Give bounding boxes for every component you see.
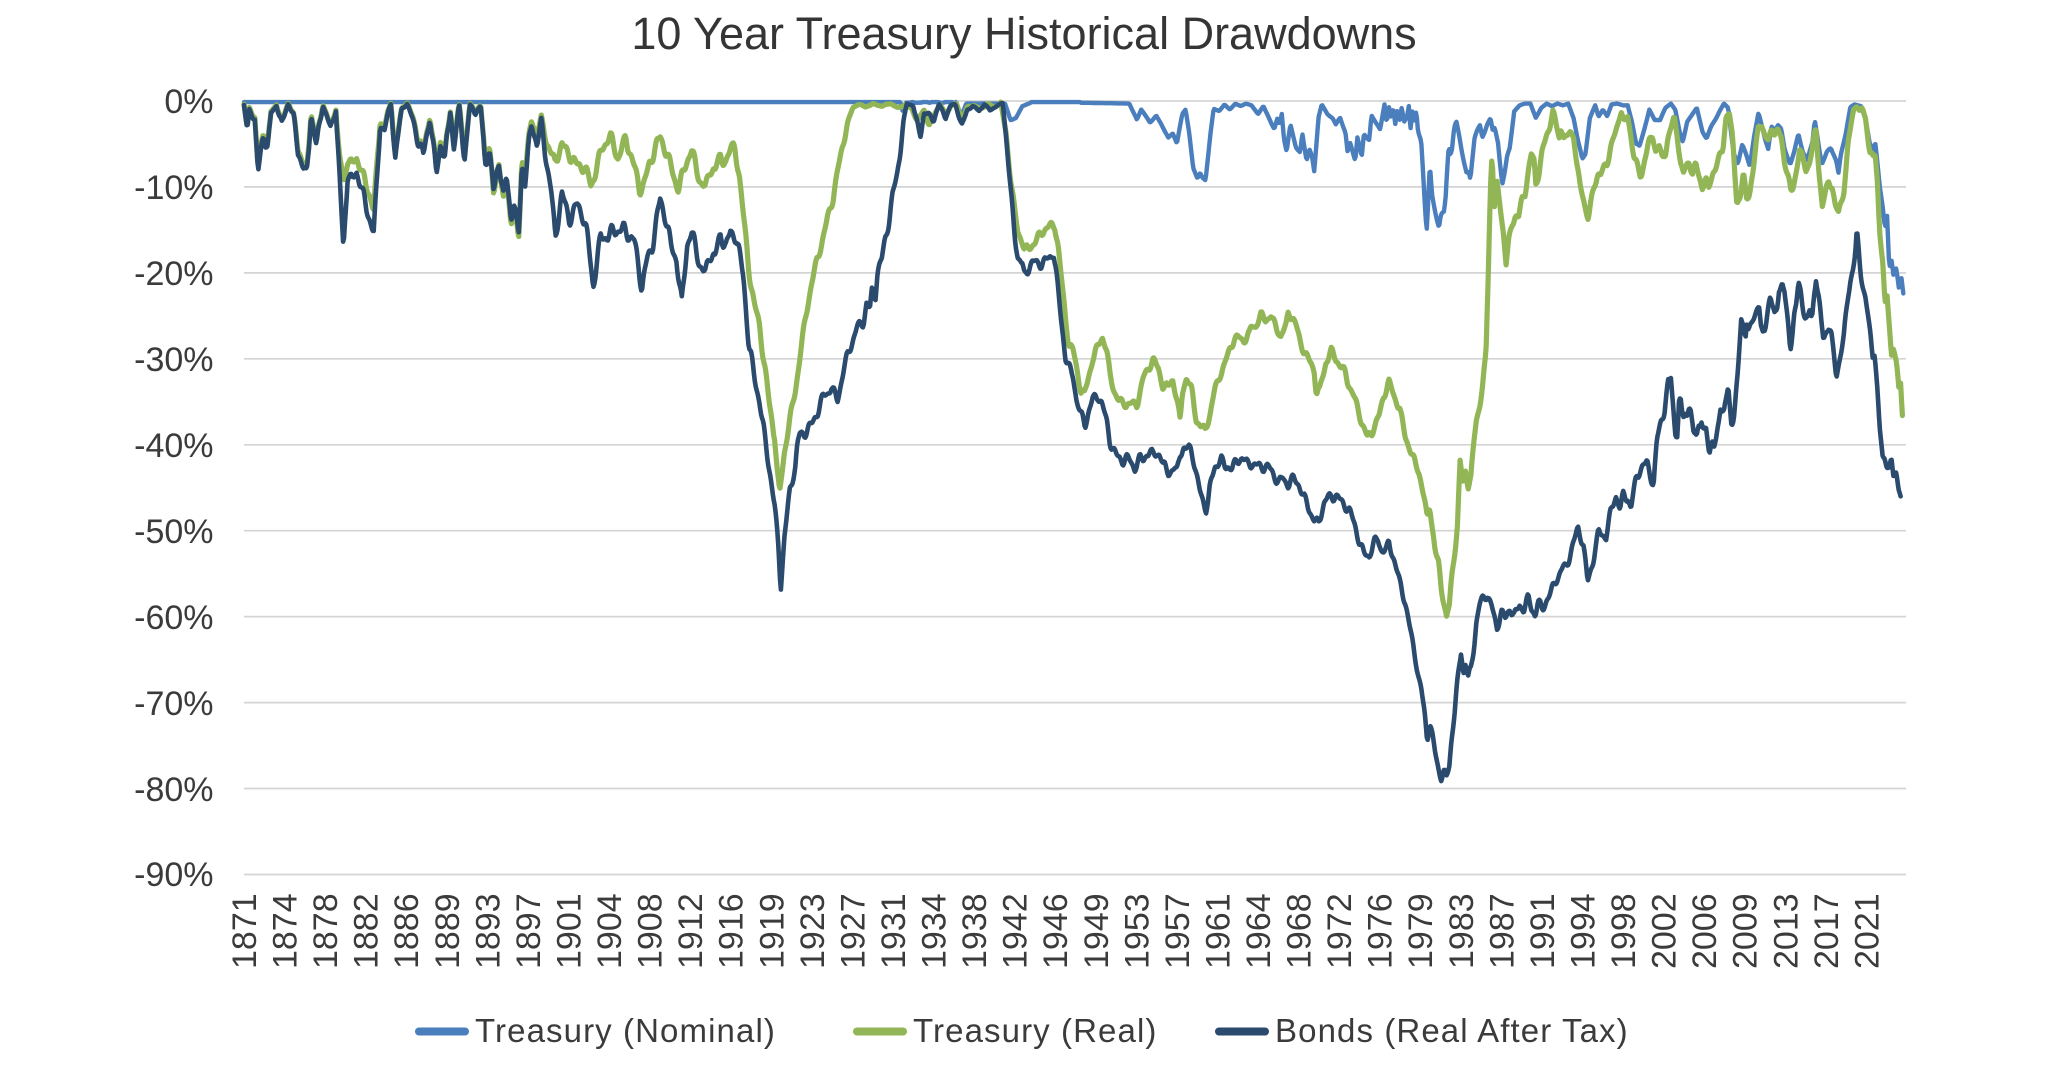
svg-text:1994: 1994 (1565, 893, 1603, 969)
svg-text:0%: 0% (164, 83, 213, 121)
svg-text:2021: 2021 (1848, 893, 1886, 969)
svg-text:1889: 1889 (429, 893, 467, 969)
svg-text:1964: 1964 (1240, 893, 1278, 969)
svg-text:1953: 1953 (1118, 893, 1156, 969)
svg-text:1938: 1938 (956, 893, 994, 969)
svg-text:2002: 2002 (1646, 893, 1684, 969)
svg-text:1912: 1912 (672, 893, 710, 969)
svg-text:1979: 1979 (1402, 893, 1440, 969)
svg-text:1931: 1931 (875, 893, 913, 969)
svg-text:-20%: -20% (134, 255, 213, 293)
svg-text:1987: 1987 (1483, 893, 1521, 969)
svg-text:1908: 1908 (632, 893, 670, 969)
svg-text:1946: 1946 (1037, 893, 1075, 969)
svg-text:Bonds (Real After Tax): Bonds (Real After Tax) (1275, 1012, 1629, 1049)
svg-text:1942: 1942 (997, 893, 1035, 969)
svg-text:1998: 1998 (1605, 893, 1643, 969)
svg-text:-50%: -50% (134, 513, 213, 551)
svg-text:Treasury (Real): Treasury (Real) (913, 1012, 1158, 1049)
svg-text:1893: 1893 (469, 893, 507, 969)
svg-text:1976: 1976 (1362, 893, 1400, 969)
svg-text:1878: 1878 (307, 893, 345, 969)
svg-text:Treasury (Nominal): Treasury (Nominal) (475, 1012, 776, 1049)
svg-text:1901: 1901 (551, 893, 589, 969)
svg-text:10 Year Treasury Historical Dr: 10 Year Treasury Historical Drawdowns (631, 8, 1416, 59)
svg-text:1949: 1949 (1078, 893, 1116, 969)
svg-text:-40%: -40% (134, 427, 213, 465)
svg-text:1904: 1904 (591, 893, 629, 969)
svg-text:1983: 1983 (1443, 893, 1481, 969)
svg-text:1886: 1886 (388, 893, 426, 969)
svg-text:1968: 1968 (1281, 893, 1319, 969)
svg-text:2009: 2009 (1727, 893, 1765, 969)
svg-text:1897: 1897 (510, 893, 548, 969)
svg-text:2006: 2006 (1686, 893, 1724, 969)
svg-text:1916: 1916 (713, 893, 751, 969)
svg-text:1882: 1882 (348, 893, 386, 969)
svg-text:-60%: -60% (134, 599, 213, 637)
svg-text:2017: 2017 (1808, 893, 1846, 969)
svg-text:-80%: -80% (134, 771, 213, 809)
svg-text:1961: 1961 (1199, 893, 1237, 969)
svg-text:1919: 1919 (753, 893, 791, 969)
svg-text:2013: 2013 (1767, 893, 1805, 969)
svg-text:-30%: -30% (134, 341, 213, 379)
svg-text:1874: 1874 (267, 893, 305, 969)
svg-text:1927: 1927 (834, 893, 872, 969)
svg-text:-90%: -90% (134, 856, 213, 894)
svg-text:1991: 1991 (1524, 893, 1562, 969)
svg-text:-10%: -10% (134, 169, 213, 207)
svg-text:1957: 1957 (1159, 893, 1197, 969)
svg-text:-70%: -70% (134, 685, 213, 723)
svg-text:1934: 1934 (916, 893, 954, 969)
svg-text:1871: 1871 (226, 893, 264, 969)
svg-text:1923: 1923 (794, 893, 832, 969)
svg-text:1972: 1972 (1321, 893, 1359, 969)
